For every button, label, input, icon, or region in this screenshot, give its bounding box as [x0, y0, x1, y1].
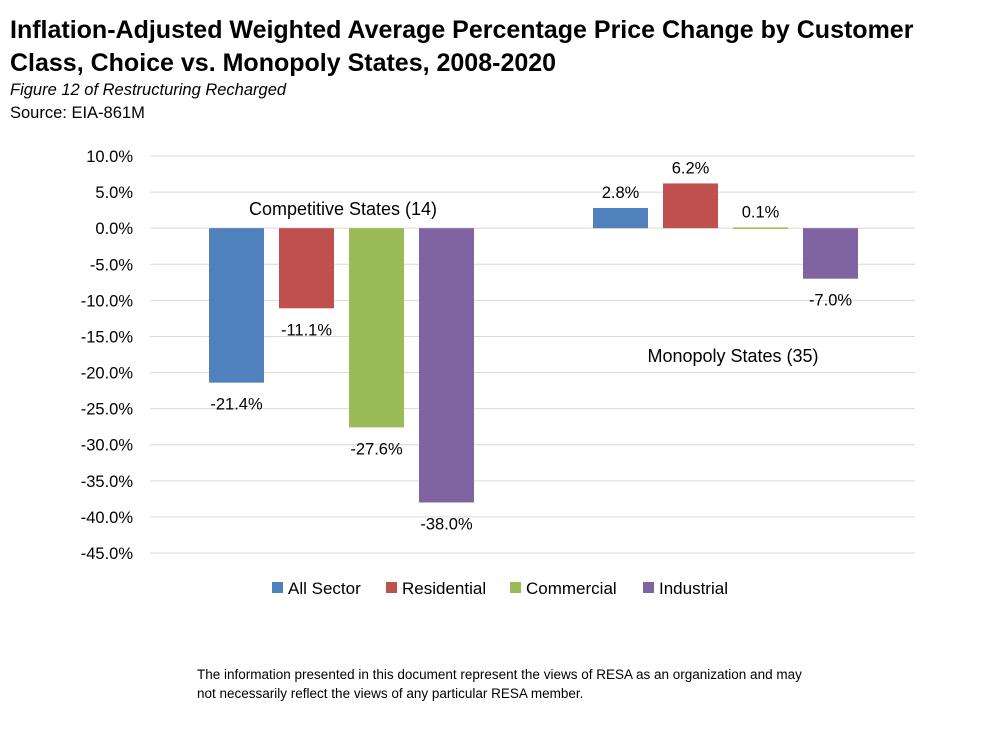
data-label: -11.1% — [281, 321, 332, 339]
y-tick-label: -25.0% — [81, 401, 134, 419]
legend-label: All Sector — [288, 579, 361, 598]
bar — [349, 228, 404, 428]
data-label: -7.0% — [809, 292, 852, 310]
y-tick-label: -20.0% — [81, 365, 134, 383]
category-label: Competitive States (14) — [249, 199, 437, 219]
legend-swatch — [510, 582, 521, 593]
legend: All Sector Residential Commercial Industria… — [272, 579, 728, 598]
data-labels: -21.4% 2.8% -11.1% 6.2% -27.6% 0.1% -38.0% -7.0… — [210, 159, 852, 533]
legend-swatch — [386, 582, 397, 593]
y-tick-label: -30.0% — [81, 437, 134, 455]
y-tick-label: 10.0% — [86, 148, 133, 166]
chart-title: Inflation-Adjusted Weighted Average Perc… — [10, 16, 914, 77]
bar — [279, 228, 334, 309]
data-label: -38.0% — [420, 515, 473, 533]
chart-subtitle: Figure 12 of Restructuring Recharged — [10, 81, 287, 99]
data-label: 0.1% — [742, 203, 780, 221]
data-label: 6.2% — [672, 159, 710, 177]
y-tick-label: -10.0% — [81, 292, 134, 310]
gridlines — [150, 155, 915, 554]
bar — [209, 228, 264, 383]
category-label: Monopoly States (35) — [647, 346, 818, 366]
bar — [733, 227, 788, 229]
data-label: 2.8% — [602, 184, 640, 202]
legend-label: Industrial — [659, 579, 728, 598]
bar — [593, 207, 648, 229]
bar — [663, 183, 718, 229]
legend-swatch — [272, 582, 283, 593]
category-labels: Competitive States (14) Monopoly States (… — [249, 199, 819, 366]
bar — [803, 228, 858, 279]
bar — [419, 228, 474, 503]
data-label: -27.6% — [350, 440, 403, 458]
y-tick-label: -45.0% — [81, 545, 134, 563]
data-label: -21.4% — [210, 396, 263, 414]
y-tick-label: -15.0% — [81, 328, 134, 346]
bars — [209, 183, 858, 503]
legend-label: Commercial — [526, 579, 617, 598]
chart-source: Source: EIA-861M — [10, 104, 145, 122]
y-axis-ticks: 10.0% 5.0% 0.0% -5.0% -10.0% -15.0% -20.0% -25.… — [81, 148, 134, 563]
legend-swatch — [643, 582, 654, 593]
bar-chart: 10.0% 5.0% 0.0% -5.0% -10.0% -15.0% -20.0% -25.… — [81, 148, 915, 598]
legend-label: Residential — [402, 579, 486, 598]
y-tick-label: -5.0% — [90, 256, 133, 274]
y-tick-label: -40.0% — [81, 509, 134, 527]
y-tick-label: -35.0% — [81, 473, 134, 491]
y-tick-label: 0.0% — [95, 220, 133, 238]
disclaimer: The information presented in this docume… — [197, 667, 802, 701]
y-tick-label: 5.0% — [95, 184, 133, 202]
